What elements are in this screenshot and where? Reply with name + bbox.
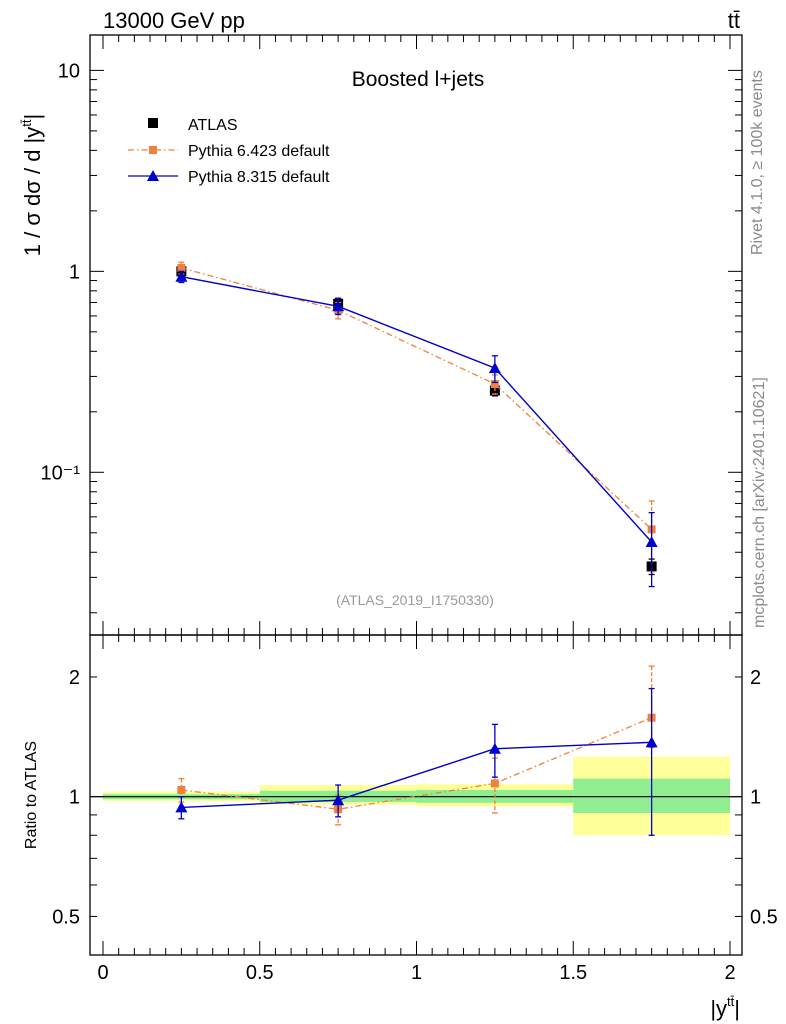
y-tick-label: 10⁻¹: [41, 462, 81, 484]
x-tick-label: 0.5: [246, 962, 274, 984]
pythia8-line: [181, 276, 653, 543]
pythia6-line: [181, 267, 653, 530]
pythia8-point: [645, 535, 658, 547]
x-axis-label-sup: tt̄: [727, 994, 735, 1009]
ratio-y-tick-label: 0.5: [52, 906, 80, 928]
ratio-pythia8-point: [645, 736, 658, 748]
pythia8-point: [175, 270, 188, 282]
legend-pythia6-label: Pythia 6.423 default: [188, 143, 330, 160]
ratio-pythia6-point: [490, 779, 499, 788]
ratio-y-tick-label-right: 0.5: [750, 906, 778, 928]
ratio-y-tick-label: 2: [69, 667, 80, 689]
x-axis-label: |ytt̄|: [710, 994, 740, 1021]
energy-label: 13000 GeV pp: [103, 8, 245, 33]
legend-marker-pythia8: [147, 170, 159, 181]
x-tick-label: 0: [97, 962, 108, 984]
pythia8-point: [488, 362, 501, 374]
source-label: mcplots.cern.ch [arXiv:2401.10621]: [751, 377, 768, 628]
y-tick-label: 1: [69, 261, 80, 283]
legend-atlas-label: ATLAS: [188, 117, 238, 134]
main-axis-ticks: 10 1 10⁻¹: [41, 35, 742, 635]
main-panel: 10 1 10⁻¹ Boosted l+jets (ATLAS_2019_I1750…: [19, 34, 743, 636]
ratio-axis-ticks: 0 0.5 1 1.5 2 2 2 1 1 0.5 0.5: [52, 635, 778, 984]
pythia6-point: [490, 380, 499, 389]
ratio-y-tick-label: 1: [69, 787, 80, 809]
ratio-y-axis-label: Ratio to ATLAS: [23, 741, 40, 849]
watermark: (ATLAS_2019_I1750330): [336, 592, 494, 608]
y-axis-label: 1 / σ dσ / d |ytt̄|: [19, 114, 45, 256]
ratio-pythia8-point: [488, 742, 501, 754]
ratio-pythia6-point: [177, 785, 186, 794]
process-label: tt̄: [728, 8, 740, 33]
x-tick-label: 1: [411, 962, 422, 984]
legend-marker-atlas: [148, 118, 158, 128]
pythia8-point: [332, 300, 345, 312]
ratio-y-tick-label-right: 2: [750, 667, 761, 689]
x-axis-label-main: |y: [710, 996, 727, 1021]
ratio-panel: 0 0.5 1 1.5 2 2 2 1 1 0.5 0.5 Ratio to ATLAS |ytt̄…: [23, 634, 778, 1021]
pythia6-point: [177, 263, 186, 272]
y-tick-label: 10: [58, 60, 80, 82]
ratio-pythia6-line: [181, 717, 652, 810]
ratio-data-marks: [175, 665, 658, 836]
x-tick-label: 2: [724, 962, 735, 984]
main-title: Boosted l+jets: [352, 68, 485, 91]
ratio-bands: [103, 756, 730, 836]
x-axis-label-end: |: [734, 996, 740, 1021]
y-axis-label-main: 1 / σ dσ / d |y: [20, 127, 45, 256]
ratio-pythia8-line: [181, 741, 652, 809]
ratio-pythia8-point: [332, 794, 345, 806]
main-data-marks: [175, 261, 658, 588]
y-axis-label-sup: tt̄: [19, 119, 34, 127]
rivet-label: Rivet 4.1.0, ≥ 100k events: [749, 70, 766, 255]
y-axis-label-end: |: [20, 114, 45, 120]
legend-marker-pythia6: [149, 146, 157, 154]
ratio-pythia8-point: [175, 801, 188, 813]
ratio-y-tick-label-right: 1: [750, 787, 761, 809]
legend: ATLAS Pythia 6.423 default Pythia 8.315 …: [128, 117, 330, 186]
legend-pythia8-label: Pythia 8.315 default: [188, 169, 330, 186]
x-tick-label: 1.5: [559, 962, 587, 984]
